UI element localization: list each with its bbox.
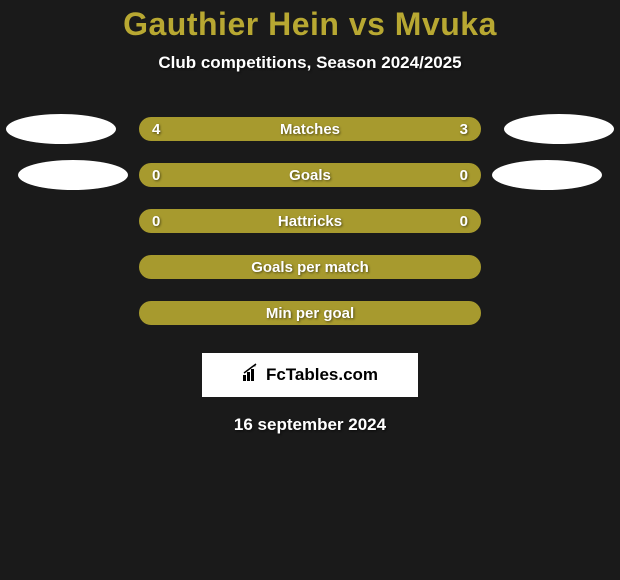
stat-row-gpm: Goals per match — [0, 255, 620, 279]
stat-bar: 0 Goals 0 — [139, 163, 481, 187]
stat-right-value: 0 — [460, 167, 468, 184]
stat-left-value: 0 — [152, 167, 160, 184]
subtitle: Club competitions, Season 2024/2025 — [158, 53, 461, 73]
player-left-ellipse — [18, 160, 128, 190]
stat-bar: 4 Matches 3 — [139, 117, 481, 141]
player-right-ellipse — [492, 160, 602, 190]
logo-box: FcTables.com — [202, 353, 418, 397]
page-title: Gauthier Hein vs Mvuka — [123, 6, 497, 43]
stat-row-mpg: Min per goal — [0, 301, 620, 325]
stat-right-value: 0 — [460, 213, 468, 230]
date-label: 16 september 2024 — [234, 415, 386, 435]
stat-left-value: 4 — [152, 121, 160, 138]
stat-row-matches: 4 Matches 3 — [0, 117, 620, 141]
stat-row-goals: 0 Goals 0 — [0, 163, 620, 187]
stat-label: Goals — [289, 167, 331, 184]
stat-label: Hattricks — [278, 213, 342, 230]
logo-label: FcTables.com — [266, 365, 378, 385]
player-left-ellipse — [6, 114, 116, 144]
stats-area: 4 Matches 3 0 Goals 0 0 Hattricks 0 — [0, 117, 620, 325]
stat-label: Goals per match — [251, 259, 369, 276]
stat-label: Min per goal — [266, 305, 354, 322]
stat-bar: Min per goal — [139, 301, 481, 325]
stat-right-value: 3 — [460, 121, 468, 138]
stat-bar: 0 Hattricks 0 — [139, 209, 481, 233]
stat-label: Matches — [280, 121, 340, 138]
stat-row-hattricks: 0 Hattricks 0 — [0, 209, 620, 233]
stat-left-value: 0 — [152, 213, 160, 230]
infographic-container: Gauthier Hein vs Mvuka Club competitions… — [0, 0, 620, 580]
player-right-ellipse — [504, 114, 614, 144]
stat-bar: Goals per match — [139, 255, 481, 279]
logo-text: FcTables.com — [242, 363, 378, 388]
chart-icon — [242, 363, 262, 388]
